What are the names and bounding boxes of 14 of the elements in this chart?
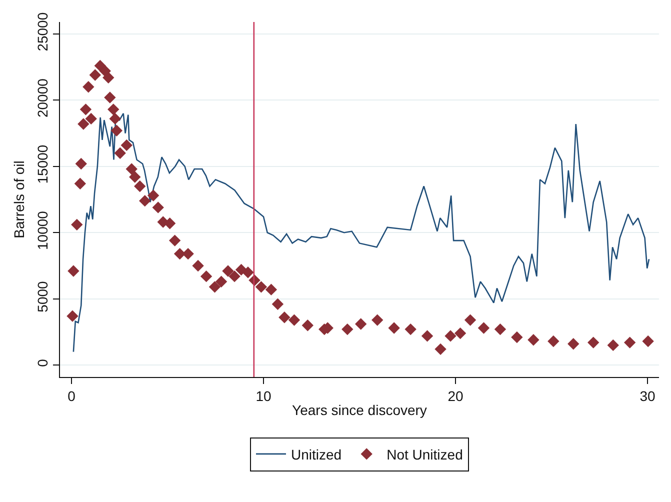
y-tick-label: 10000 xyxy=(34,210,50,250)
legend-label: Unitized xyxy=(291,446,342,462)
y-tick-label: 0 xyxy=(34,358,50,367)
x-tick-label: 20 xyxy=(448,388,464,404)
y-axis-title: Barrels of oil xyxy=(11,160,27,238)
x-tick-label: 0 xyxy=(68,388,76,404)
x-tick-label: 10 xyxy=(256,388,272,404)
x-axis-title: Years since discovery xyxy=(292,402,427,418)
y-tick-label: 25000 xyxy=(34,12,50,52)
y-tick-label: 5000 xyxy=(34,280,50,312)
y-tick-label: 20000 xyxy=(34,78,50,118)
y-tick-label: 15000 xyxy=(34,144,50,184)
legend-label: Not Unitized xyxy=(386,446,463,462)
x-tick-label: 30 xyxy=(640,388,656,404)
